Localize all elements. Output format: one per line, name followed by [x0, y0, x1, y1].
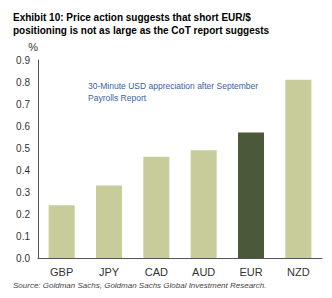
- svg-text:0.7: 0.7: [16, 99, 30, 110]
- svg-text:0.9: 0.9: [16, 55, 30, 66]
- svg-text:JPY: JPY: [99, 266, 120, 278]
- svg-text:30-Minute USD appreciation aft: 30-Minute USD appreciation after Septemb…: [88, 81, 258, 91]
- svg-text:0.6: 0.6: [16, 121, 30, 132]
- svg-text:Exhibit 10: Price action sugge: Exhibit 10: Price action suggests that s…: [13, 12, 251, 23]
- svg-text:Payrolls Report: Payrolls Report: [88, 93, 147, 103]
- svg-text:AUD: AUD: [192, 266, 215, 278]
- svg-text:0.0: 0.0: [16, 253, 30, 264]
- svg-text:0.3: 0.3: [16, 187, 30, 198]
- svg-text:0.4: 0.4: [16, 165, 30, 176]
- svg-text:0.5: 0.5: [16, 143, 30, 154]
- svg-text:Source: Goldman Sachs, Goldman: Source: Goldman Sachs, Goldman Sachs Glo…: [13, 281, 266, 290]
- svg-text:EUR: EUR: [239, 266, 262, 278]
- svg-text:CAD: CAD: [145, 266, 168, 278]
- svg-text:positioning is not as large as: positioning is not as large as the CoT r…: [13, 25, 270, 36]
- svg-text:NZD: NZD: [287, 266, 310, 278]
- svg-text:0.8: 0.8: [16, 77, 30, 88]
- svg-text:0.2: 0.2: [16, 209, 30, 220]
- svg-text:%: %: [28, 41, 38, 53]
- svg-text:GBP: GBP: [50, 266, 73, 278]
- svg-text:0.1: 0.1: [16, 231, 30, 242]
